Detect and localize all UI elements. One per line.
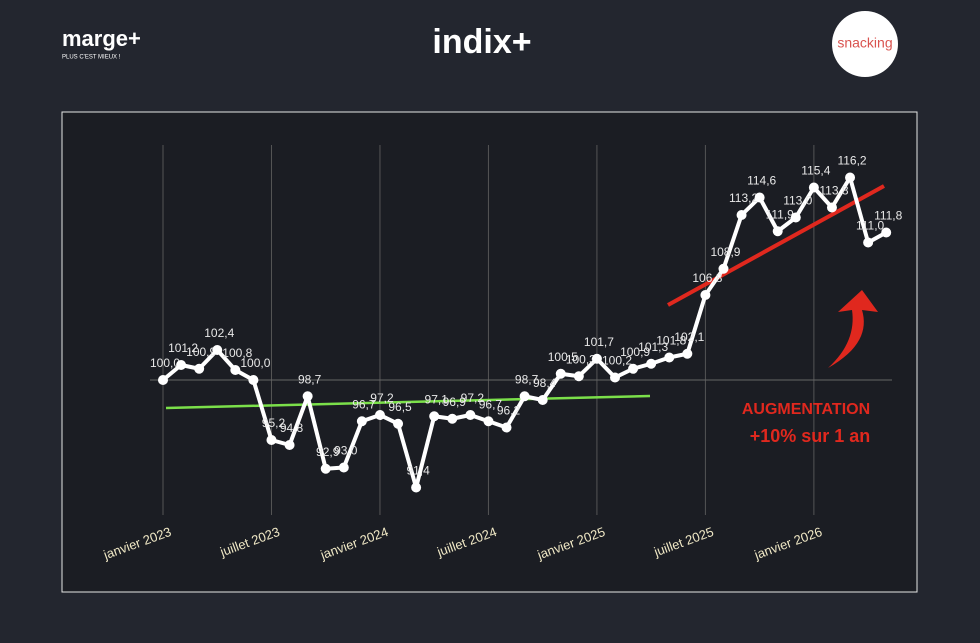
point [284,440,295,450]
data-label: 100,0 [240,356,270,370]
data-label: 98,7 [298,372,322,386]
point [248,375,259,385]
point [845,172,856,183]
data-label: 100,0 [150,356,180,370]
data-label: 113,8 [819,184,848,198]
point [881,227,892,238]
point [591,353,602,364]
point [700,290,711,300]
point [374,410,385,420]
data-label: 114,6 [747,174,776,188]
data-label: 113,0 [783,194,812,208]
point [537,395,548,405]
arrow [828,290,878,368]
point [826,202,837,213]
data-label: 96,7 [479,397,503,411]
data-label: 100,2 [602,354,632,368]
data-label: 95,2 [262,416,286,430]
point [808,182,819,193]
point [266,435,277,445]
point [338,462,349,473]
point [519,391,530,402]
data-label: 108,9 [710,245,740,259]
point [718,263,729,274]
point [465,410,476,420]
point [573,371,584,382]
data-label: 111,9 [766,207,795,221]
data-label: 106,8 [692,271,722,285]
point [664,352,675,363]
data-label: 100,9 [186,345,216,359]
point [429,411,440,422]
point [555,368,566,379]
point [754,192,765,203]
data-label: 96,5 [388,400,412,414]
data-label: 94,8 [280,421,304,435]
point [320,463,331,474]
point [863,237,874,248]
logo-circle [832,11,898,77]
plot-frame [61,111,918,593]
data-label: 102,1 [674,330,704,344]
data-label: 101,3 [638,340,668,354]
data-label: 96,7 [352,397,376,411]
data-label: 100,5 [548,350,578,364]
data-label: 111,8 [874,209,903,223]
data-label: 115,4 [801,164,830,178]
point [393,418,404,429]
data-label: 97,2 [370,391,394,405]
data-label: 93,0 [334,444,358,458]
data-label: 101,7 [584,335,614,349]
point [158,375,168,385]
point [501,422,512,433]
data-label: 97,1 [425,392,449,406]
data-label: 96,2 [497,404,521,418]
data-label: 91,4 [406,464,430,478]
point [212,345,223,355]
trend-line-red [667,184,885,307]
data-label: 100,8 [222,346,252,360]
point [447,413,458,424]
point [772,226,783,237]
data-label: 100,9 [620,345,650,359]
point [230,365,241,375]
point [194,363,205,374]
point [610,372,620,383]
annotation: AUGMENTATION [742,401,870,418]
data-label: 96,9 [443,395,467,409]
trend-line-green [165,394,651,410]
data-label: 92,9 [316,445,340,459]
annotation: +10% sur 1 an [750,426,871,446]
logo-marge: marge+ [62,26,141,51]
data-label: 100,3 [566,352,596,366]
data-label: 101,2 [168,341,198,355]
logo-snacking: snacking [837,35,892,51]
data-label: 98,4 [533,376,557,390]
logo-indix: indix+ [432,23,531,61]
data-label: 101,8 [656,334,686,348]
point [736,210,747,220]
point [302,391,313,402]
data-label: 116,2 [837,154,866,168]
point [628,363,639,374]
data-label: 98,7 [515,372,539,386]
point [411,482,422,493]
point [682,348,693,359]
point [646,358,657,369]
data-label: 111,0 [856,219,885,233]
point [790,212,801,223]
logo-tagline: PLUS C'EST MIEUX ! [62,55,121,61]
point [356,416,367,427]
data-label: 102,4 [204,326,234,340]
point [176,360,187,370]
data-label: 113,2 [729,191,758,205]
point [483,416,494,427]
data-label: 97,2 [461,391,485,405]
